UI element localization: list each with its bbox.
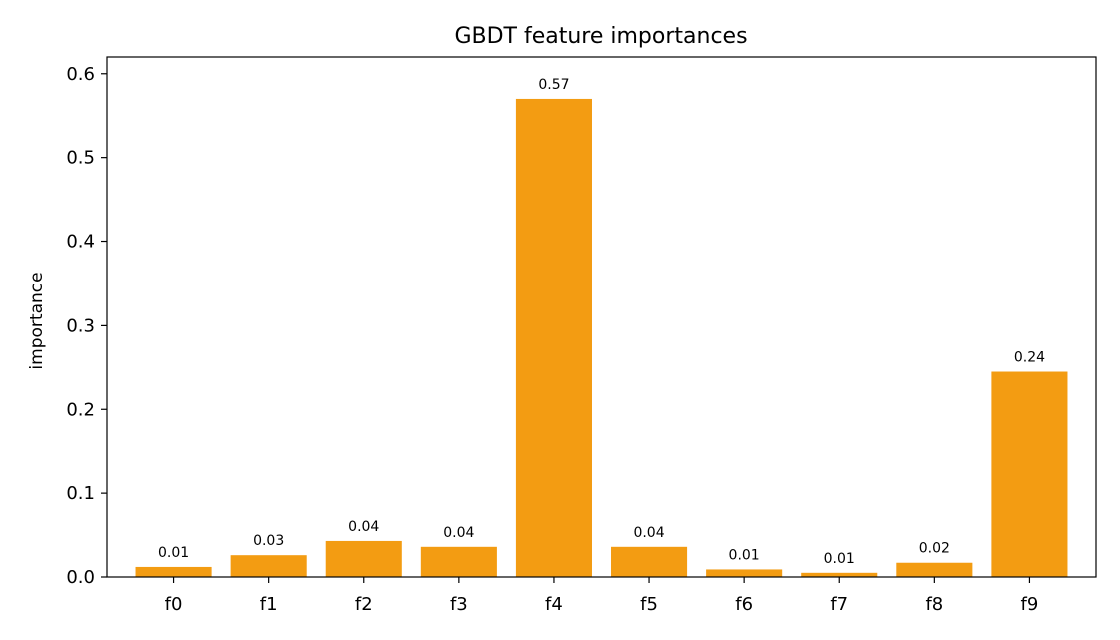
x-tick-label-f6: f6 — [735, 594, 753, 615]
x-tick-label-f3: f3 — [450, 594, 468, 615]
y-tick-label: 0.1 — [66, 483, 95, 504]
x-tick-label-f0: f0 — [165, 594, 183, 615]
y-tick-label: 0.6 — [66, 64, 95, 85]
y-tick-label: 0.2 — [66, 399, 95, 420]
bar-f4 — [515, 98, 592, 577]
data-label-f0: 0.01 — [158, 545, 189, 561]
bar-f9 — [991, 371, 1068, 577]
y-tick-label: 0.3 — [66, 315, 95, 336]
bar-f5 — [611, 546, 688, 577]
x-tick-label-f8: f8 — [925, 594, 943, 615]
axes-frame — [106, 56, 1097, 578]
bar-f2 — [325, 540, 402, 577]
x-tick-label-f1: f1 — [260, 594, 278, 615]
data-label-f3: 0.04 — [443, 525, 474, 541]
data-label-f4: 0.57 — [538, 77, 569, 93]
x-tick-label-f4: f4 — [545, 594, 563, 615]
y-axis-label: importance — [27, 272, 47, 369]
bar-f6 — [706, 569, 783, 577]
x-tick-label-f2: f2 — [355, 594, 373, 615]
x-tick-label-f9: f9 — [1021, 594, 1039, 615]
bar-f0 — [135, 566, 212, 577]
x-tick-label-f7: f7 — [830, 594, 848, 615]
x-tick-label-f5: f5 — [640, 594, 658, 615]
data-label-f8: 0.02 — [919, 541, 950, 557]
y-tick-label: 0.4 — [66, 232, 95, 253]
data-label-f2: 0.04 — [348, 519, 379, 535]
bar-f3 — [420, 546, 497, 577]
data-label-f1: 0.03 — [253, 533, 284, 549]
y-tick-label: 0.0 — [66, 567, 95, 588]
y-tick-label: 0.5 — [66, 148, 95, 169]
chart-title: GBDT feature importances — [454, 24, 747, 49]
bar-f8 — [896, 562, 973, 577]
data-label-f6: 0.01 — [729, 547, 760, 563]
bar-f7 — [801, 572, 878, 577]
plot-area: 0.01 f0 0.03 f1 0.04 f2 0.04 f3 0.57 f4 0.04 f5 0.01… — [66, 56, 1097, 615]
data-label-f9: 0.24 — [1014, 350, 1045, 366]
data-label-f5: 0.04 — [633, 525, 664, 541]
bar-f1 — [230, 555, 307, 577]
data-label-f7: 0.01 — [824, 551, 855, 567]
